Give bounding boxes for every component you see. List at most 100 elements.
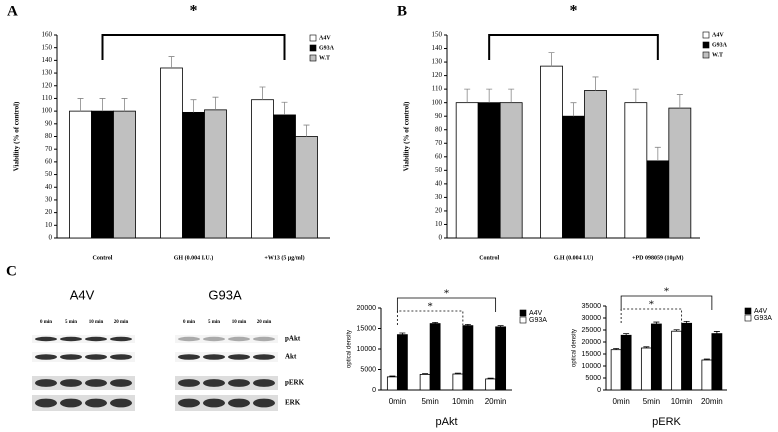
legend-swatch [702,31,710,39]
blot-strip [175,335,278,343]
x-tick-label: 10min [671,397,693,406]
y-axis-label: Viability (% of control) [403,101,411,171]
error-bar [643,346,650,348]
error-bar [683,320,690,324]
bar [273,114,296,239]
y-tick-label: 90 [45,119,53,127]
blot-strip [175,352,278,362]
legend-label: A4V [712,32,724,38]
legend-swatch [744,314,752,322]
y-tick-label: 100 [432,98,443,106]
legend-label: A4V [754,308,768,315]
error-bar [212,96,219,110]
bar [650,323,662,391]
bar [396,334,408,391]
x-tick-label: 0min [389,397,406,406]
x-tick-label: 20min [485,397,507,406]
blot-band [110,379,132,387]
blot-band [60,354,82,360]
y-tick-label: 40 [45,183,53,191]
y-tick-label: 10000 [357,346,377,353]
x-tick-label: +W13 (5 μg/ml) [264,254,304,261]
blot-band [253,379,275,387]
bar [485,378,497,391]
blot-band [60,398,82,408]
error-bar [281,101,288,115]
legend-swatch [744,307,752,315]
legend-swatch [309,34,317,42]
bar [668,107,692,239]
y-tick-label: 5000 [585,375,601,382]
annotation: * [664,286,670,298]
error-bar [508,88,515,103]
y-tick-label: 130 [432,58,443,66]
error-bar [592,76,599,91]
y-tick-label: 15000 [357,325,377,332]
bar [462,325,474,391]
blot-time: 20 min [114,320,129,325]
bar [419,374,431,391]
blot-band [178,336,200,342]
bar [681,322,693,391]
x-tick-label: Control [479,255,499,261]
blot-band [253,336,275,342]
y-tick-label: 25000 [582,327,602,334]
legend-label: A4V [319,35,331,41]
legend-swatch [519,309,527,317]
x-axis-label: pAkt [435,416,457,428]
legend-label: G93A [529,317,547,324]
panel-label: A [7,3,18,19]
blot-time: 5 min [65,320,77,325]
bar [540,65,563,239]
annotation: * [427,301,433,313]
bar [640,347,652,391]
bar [386,376,398,391]
y-tick-label: 0 [597,387,601,394]
legend-swatch [702,51,710,59]
x-tick-label: 20min [701,397,723,406]
blot-time: 10 min [89,320,104,325]
error-bar [399,332,406,335]
legend-label: A4V [529,310,543,317]
y-tick-label: 5000 [360,366,376,373]
blot-time: 0 min [183,320,195,325]
y-axis-label: optical density [572,329,578,367]
legend-swatch [309,54,317,62]
y-tick-label: 70 [45,145,53,153]
error-bar [168,56,175,68]
y-tick-label: 35000 [582,303,602,310]
bracket [620,295,713,310]
y-tick-label: 110 [42,94,53,102]
bar [113,110,136,239]
blot-band [203,354,225,360]
y-tick-label: 30 [45,196,53,204]
bar [584,90,607,239]
blot-band [178,354,200,360]
bar [455,102,479,239]
bar [204,109,227,239]
blot-band [228,336,250,342]
bracket [620,308,683,323]
bar [624,102,648,239]
blot-band [228,398,250,408]
blot-band [35,398,57,408]
bar [711,333,723,391]
x-tick-label: Control [93,255,113,261]
blot-strip [175,376,278,390]
error-bar [653,321,660,324]
error-bar [632,88,639,103]
y-tick-label: 20000 [582,339,602,346]
bar [562,115,585,239]
bar [251,99,274,239]
bar [295,136,318,239]
y-tick-label: 20 [45,208,53,216]
error-bar [99,98,106,112]
y-tick-label: 60 [435,152,443,160]
blot-band [178,398,200,408]
error-bar [548,52,555,67]
y-tick-label: 10 [435,220,443,228]
blot-band [85,336,107,342]
error-bar [703,358,710,360]
blot-title: G93A [208,287,242,302]
blot-strip [32,352,135,362]
